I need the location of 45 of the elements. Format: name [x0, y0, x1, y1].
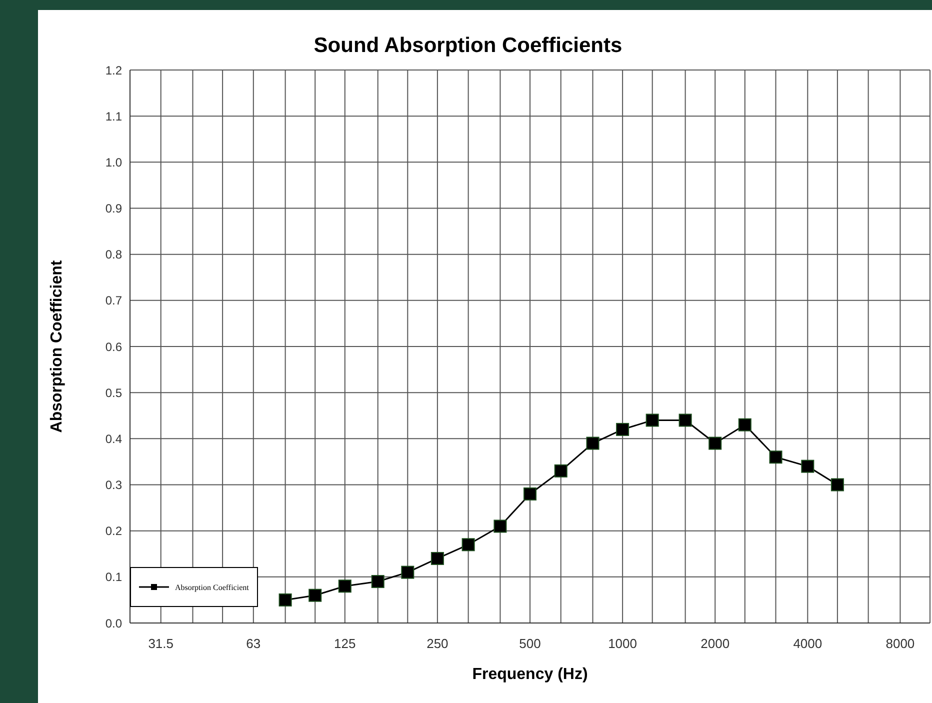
point [494, 520, 507, 533]
point [554, 464, 568, 478]
x-tick-label: 63 [246, 636, 261, 652]
point [371, 575, 384, 588]
y-tick-label: 0.3 [105, 478, 122, 492]
x-tick-label: 125 [334, 636, 356, 652]
point [524, 487, 536, 500]
y-tick-label: 0.7 [105, 294, 122, 308]
point [430, 552, 444, 565]
x-tick-label: 500 [519, 636, 541, 652]
point [338, 580, 352, 593]
y-tick-label: 1.1 [105, 109, 122, 124]
x-tick-label: 4000 [793, 636, 822, 652]
y-tick-label: 0.0 [105, 616, 122, 630]
x-tick-label: 2000 [700, 636, 730, 652]
x-tick-label: 31.5 [148, 636, 174, 652]
point [401, 566, 414, 579]
legend-label: Absorption Coefficient [175, 582, 249, 592]
y-tick-label: 1.0 [105, 155, 122, 170]
y-tick-label: 0.1 [105, 570, 122, 584]
point [308, 588, 322, 602]
y-tick-label: 0.4 [105, 432, 122, 446]
x-tick-label: 250 [426, 636, 448, 652]
x-tick-label: 1000 [608, 636, 638, 652]
y-tick-label: 1.2 [105, 63, 122, 78]
point [769, 450, 782, 464]
point [678, 414, 692, 427]
y-tick-label: 0.8 [105, 248, 122, 262]
point [462, 538, 475, 552]
point [738, 418, 752, 432]
point [801, 460, 814, 473]
y-tick-label: 0.6 [105, 340, 122, 354]
y-tick-label: 0.2 [105, 524, 122, 538]
point [586, 436, 600, 450]
point [278, 593, 292, 606]
y-axis-title: Absorption Coefficient [48, 260, 66, 433]
point [616, 422, 630, 436]
point [708, 436, 722, 450]
chart-title: Sound Absorption Coefficients [314, 34, 622, 57]
point [830, 478, 844, 492]
point [646, 414, 659, 427]
y-tick-label: 0.9 [105, 202, 122, 216]
y-tick-label: 0.5 [105, 386, 122, 400]
x-tick-label: 8000 [886, 636, 915, 652]
x-axis-title: Frequency (Hz) [472, 666, 588, 683]
